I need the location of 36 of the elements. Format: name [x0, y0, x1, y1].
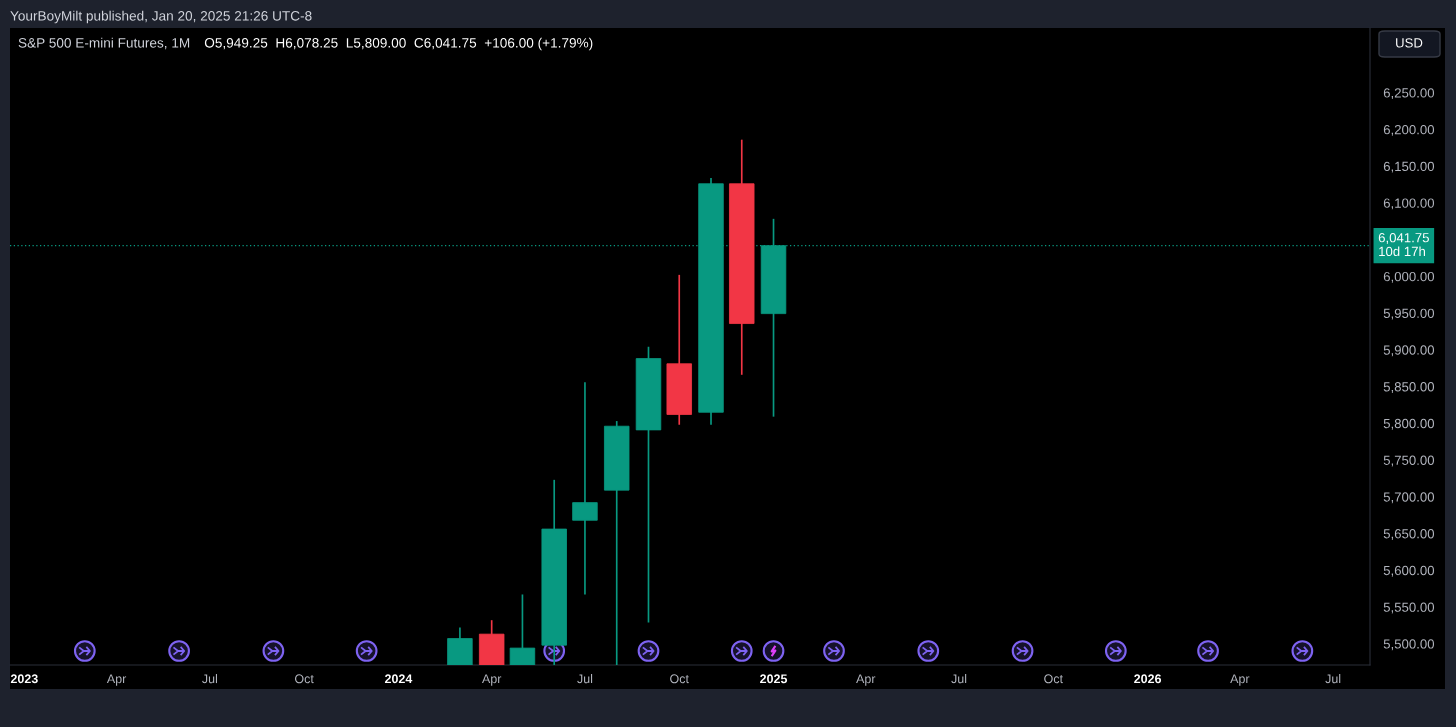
x-tick-label: 2024 [384, 674, 413, 684]
y-axis-title: USD [1396, 38, 1423, 48]
y-tick-label: 6,000.00 [1383, 271, 1435, 283]
x-tick-label: Apr [106, 674, 127, 686]
y-tick-label: 6,100.00 [1383, 198, 1435, 210]
y-tick-label: 5,850.00 [1383, 382, 1435, 394]
ref-line-label: 6,041.75 10d 17h [1378, 232, 1429, 257]
x-tick-label: Jul [1325, 674, 1341, 684]
y-tick-label: 5,600.00 [1383, 565, 1435, 577]
y-tick-label: 6,250.00 [1383, 88, 1435, 100]
x-tick-label: Jul [202, 674, 217, 684]
x-tick-label: Apr [856, 674, 876, 686]
x-tick-label: Apr [481, 674, 502, 686]
y-tick-label: 6,200.00 [1383, 124, 1435, 136]
x-tick-label: Apr [1230, 674, 1250, 686]
x-tick-label: Oct [295, 674, 314, 684]
y-tick-label: 5,800.00 [1383, 418, 1435, 430]
x-tick-label: Oct [1044, 674, 1063, 684]
y-tick-label: 5,950.00 [1383, 308, 1435, 320]
text: YourBoyMilt published, Jan 20, 2025 21:26 UTC-8 [10, 10, 312, 24]
text: S&P 500 E-mini Futures, 1M [18, 37, 190, 50]
y-tick-label: 5,550.00 [1383, 602, 1435, 614]
x-tick-label: Oct [670, 674, 689, 684]
y-tick-label: 5,700.00 [1383, 492, 1435, 504]
y-tick-label: 5,500.00 [1383, 639, 1435, 651]
y-tick-label: 5,750.00 [1383, 455, 1435, 467]
candlestick [572, 381, 598, 596]
y-tick-label: 5,650.00 [1383, 529, 1435, 540]
text: O5,949.25 H6,078.25 L5,809.00 C6,041.75 +106.00 (+1.79%) [204, 37, 593, 51]
x-tick-label: Jul [577, 674, 593, 684]
x-tick-label: 2025 [760, 674, 788, 684]
y-tick-label: 6,150.00 [1383, 161, 1435, 173]
x-tick-label: 2023 [10, 674, 38, 684]
x-tick-label: Jul [951, 674, 967, 684]
x-tick-label: 2026 [1134, 674, 1162, 684]
y-tick-label: 5,900.00 [1383, 345, 1435, 357]
